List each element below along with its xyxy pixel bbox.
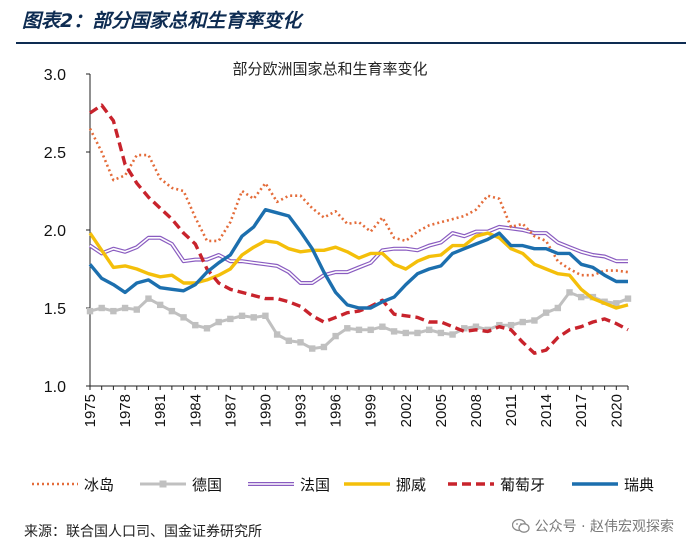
series-1-marker [332, 332, 339, 340]
legend-item-5-label: 瑞典 [624, 476, 654, 494]
x-tick-label: 1981 [152, 394, 169, 427]
series-1-marker [578, 293, 585, 301]
y-tick-label: 2.5 [44, 145, 66, 162]
x-tick-label: 1999 [363, 394, 380, 427]
series-1-marker [262, 312, 269, 319]
series-lines [86, 103, 632, 355]
y-tick-label: 1.0 [44, 379, 66, 396]
series-1-marker [437, 329, 445, 337]
series-1-marker [414, 329, 421, 337]
series-1-marker [121, 304, 129, 312]
legend-item-4-label: 葡萄牙 [500, 476, 545, 494]
series-1-marker [449, 331, 456, 338]
legend: 冰岛 德国 法国 挪威 葡萄牙 瑞典 [32, 476, 654, 494]
y-tick-label: 2.0 [44, 223, 66, 240]
series-4-line [89, 103, 629, 355]
x-tick-label: 1996 [328, 394, 345, 427]
legend-item-0-label: 冰岛 [84, 476, 114, 494]
series-1-marker [554, 304, 562, 312]
series-1-marker [390, 328, 398, 335]
x-tick-label: 2014 [538, 394, 555, 427]
series-1-marker [273, 331, 281, 338]
series-5-line [88, 207, 628, 310]
wechat-icon [511, 518, 530, 533]
series-1-marker [98, 304, 105, 312]
figure-title: 图表2：部分国家总和生育率变化 [22, 10, 302, 32]
x-tick-label: 1978 [117, 394, 134, 427]
series-1-marker [425, 326, 433, 334]
series-1-marker [566, 289, 573, 296]
x-tick-label: 1990 [257, 394, 274, 427]
x-tick-label: 2002 [398, 394, 415, 427]
series-1-marker [309, 345, 316, 352]
series-1-marker [379, 323, 386, 330]
series-1-marker [507, 321, 515, 329]
series-1-marker [472, 323, 480, 330]
series-0-line [88, 128, 629, 277]
series-3-line [88, 231, 629, 310]
series-1-marker [624, 295, 632, 302]
y-tick-label: 1.5 [44, 301, 66, 318]
series-1-line [89, 290, 629, 351]
series-1-marker [180, 314, 187, 321]
watermark-text: 公众号 · 赵伟宏观探索 [534, 519, 674, 535]
x-tick-label: 2020 [608, 394, 625, 427]
x-tick-label: 1975 [82, 394, 99, 427]
series-1-marker [355, 326, 363, 334]
watermark: 公众号 · 赵伟宏观探索 [511, 516, 674, 536]
series-1-marker [519, 318, 526, 326]
series-1-marker [250, 314, 257, 321]
x-tick-label: 2005 [433, 394, 450, 427]
series-1-marker [227, 315, 234, 323]
series-1-marker [215, 318, 222, 326]
series-1-marker [238, 312, 246, 319]
x-tick-label: 1993 [293, 394, 310, 427]
legend-item-1-label: 德国 [192, 476, 222, 494]
source-note: 来源：联合国人口司、国金证券研究所 [24, 524, 262, 540]
series-1-marker [344, 325, 351, 332]
title-divider [16, 42, 686, 44]
series-1-marker [402, 329, 409, 337]
legend-item-2-label: 法国 [300, 476, 330, 494]
series-1-marker [86, 307, 94, 315]
series-1-marker [613, 300, 620, 307]
series-1-marker [145, 295, 152, 302]
x-tick-label: 2011 [503, 394, 520, 426]
legend-item-1-marker [159, 480, 167, 488]
series-1-marker [110, 307, 117, 315]
chart: 部分欧洲国家总和生育率变化 1.0 1.5 2.0 2.5 3.0 1975 1978 198… [32, 60, 654, 494]
series-1-marker [461, 325, 468, 332]
series-1-marker [320, 343, 328, 351]
chart-title: 部分欧洲国家总和生育率变化 [232, 60, 427, 78]
series-1-marker [297, 339, 304, 346]
legend-item-3-label: 挪威 [396, 476, 426, 494]
series-1-marker [542, 309, 550, 316]
axes: 1.0 1.5 2.0 2.5 3.0 1975 1978 1981 1984 1987 1990 1… [44, 67, 629, 427]
series-1-marker [168, 307, 176, 315]
series-1-marker [203, 325, 211, 332]
x-tick-label: 1984 [187, 394, 204, 427]
x-tick-label: 2008 [468, 394, 485, 427]
series-1-marker [285, 337, 293, 344]
x-tick-label: 1987 [222, 394, 239, 427]
series-1-marker [133, 306, 140, 313]
series-1-marker [156, 301, 164, 309]
series-2-line-inner [89, 226, 628, 284]
series-1-marker [531, 317, 538, 324]
series-1-marker [192, 321, 199, 329]
x-tick-label: 2017 [573, 394, 590, 427]
y-tick-label: 3.0 [44, 67, 66, 84]
series-1-marker [367, 326, 374, 334]
